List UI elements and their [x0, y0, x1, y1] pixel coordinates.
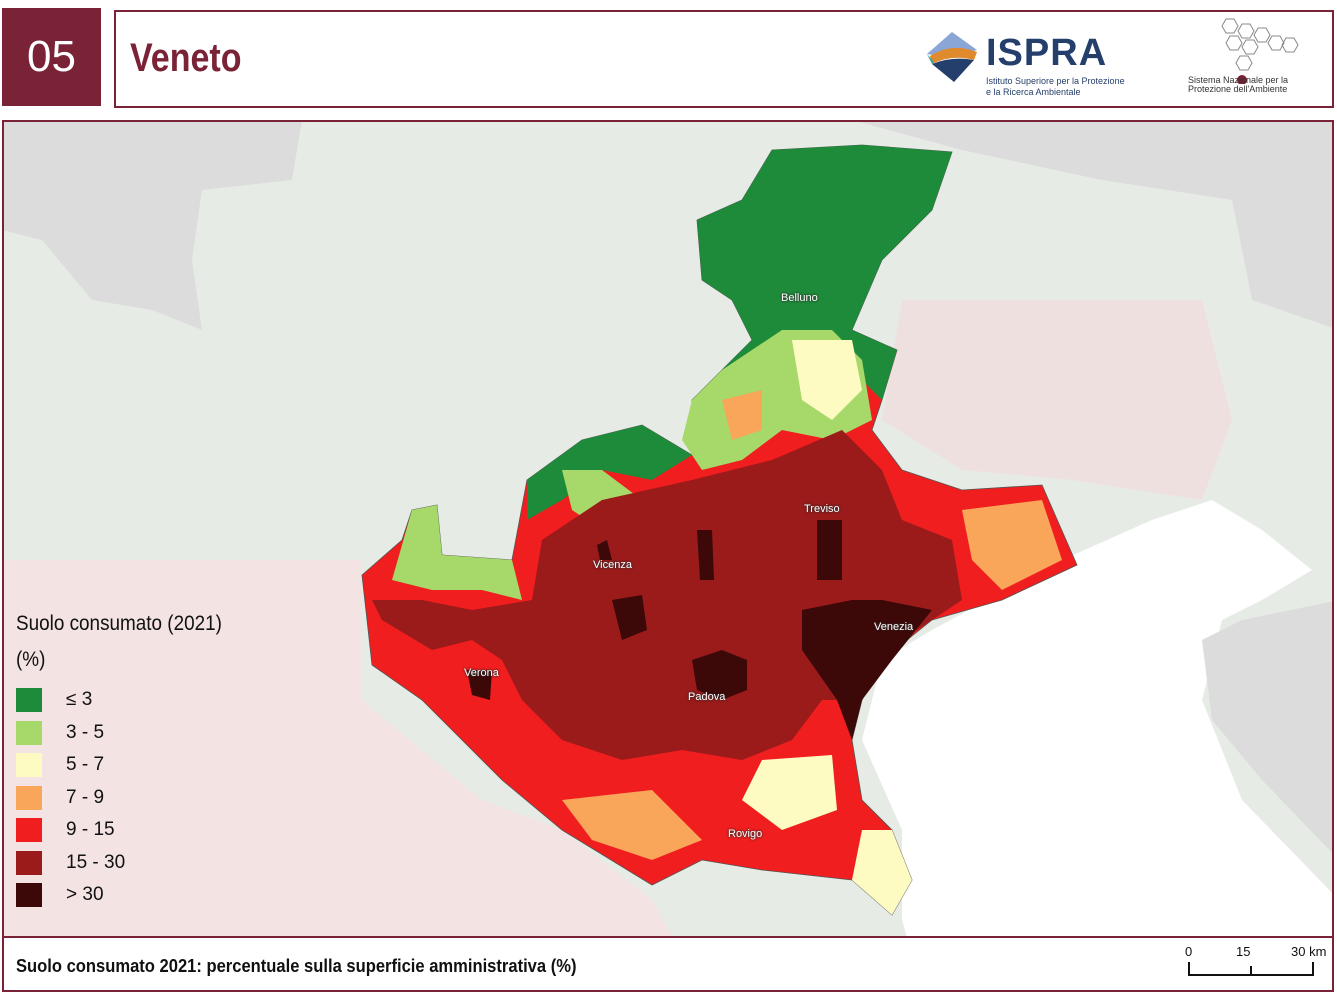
zone-15-30 — [372, 430, 962, 760]
adriatic-sea — [862, 500, 1332, 990]
legend-label: ≤ 3 — [66, 689, 93, 711]
legend-swatch — [16, 720, 42, 745]
legend: Suolo consumato (2021) (%) ≤ 3 3 - 5 5 -… — [16, 606, 245, 912]
header: Veneto ISPRA Istituto Superiore per la P… — [114, 10, 1334, 108]
legend-unit: (%) — [16, 648, 46, 671]
austria-area — [4, 122, 302, 330]
legend-item: 9 - 15 — [16, 814, 245, 847]
legend-title: Suolo consumato (2021) — [16, 612, 222, 635]
snpa-logo: Sistema Nazionale per la Protezione dell… — [1166, 14, 1326, 104]
ispra-subtitle: Istituto Superiore per la Protezione e l… — [986, 76, 1125, 97]
legend-item: 15 - 30 — [16, 847, 245, 880]
map-canvas[interactable] — [4, 122, 1332, 990]
zone-5-7 — [792, 340, 862, 420]
scale-bar-line — [1188, 962, 1314, 976]
scale-label-15: 15 — [1236, 944, 1251, 959]
istria-area — [1202, 601, 1332, 853]
legend-swatch — [16, 753, 42, 778]
legend-item: > 30 — [16, 879, 245, 912]
map-caption: Suolo consumato 2021: percentuale sulla … — [16, 956, 577, 976]
legend-label: 5 - 7 — [66, 754, 105, 776]
ispra-name: ISPRA — [986, 32, 1108, 74]
legend-label: > 30 — [66, 884, 104, 906]
legend-label: 7 - 9 — [66, 786, 105, 808]
ispra-emblem-icon — [927, 32, 977, 82]
legend-swatch — [16, 883, 42, 908]
city-label-vicenza: Vicenza — [593, 559, 632, 571]
legend-item: 5 - 7 — [16, 749, 245, 782]
legend-label: 9 - 15 — [66, 819, 115, 841]
map[interactable]: Belluno Treviso Vicenza Venezia Verona P… — [2, 120, 1334, 992]
city-label-verona: Verona — [464, 667, 499, 679]
page-title: Veneto — [130, 36, 242, 80]
austria-east-area — [859, 122, 1332, 328]
legend-swatch — [16, 688, 42, 713]
friuli-area — [882, 300, 1232, 500]
legend-item: ≤ 3 — [16, 684, 245, 717]
legend-item: 3 - 5 — [16, 717, 245, 750]
legend-swatch — [16, 785, 42, 810]
city-label-venezia: Venezia — [874, 621, 914, 633]
legend-label: 3 - 5 — [66, 721, 105, 743]
venezia-dark — [802, 600, 932, 740]
section-number: 05 — [2, 8, 101, 106]
ispra-logo: ISPRA Istituto Superiore per la Protezio… — [922, 24, 1125, 104]
snpa-text: Sistema Nazionale per la Protezione dell… — [1188, 75, 1289, 94]
city-label-padova: Padova — [688, 691, 726, 703]
scale-label-30: 30 km — [1291, 944, 1327, 959]
scale-label-0: 0 — [1185, 944, 1193, 959]
scale-bar: 0 15 30 km — [1176, 944, 1332, 984]
city-label-rovigo: Rovigo — [728, 828, 763, 840]
city-label-belluno: Belluno — [781, 292, 818, 304]
caption-bar: Suolo consumato 2021: percentuale sulla … — [4, 936, 1332, 990]
legend-label: 15 - 30 — [66, 851, 126, 873]
legend-item: 7 - 9 — [16, 782, 245, 815]
snpa-hexagon-icon — [1221, 18, 1299, 84]
legend-swatch — [16, 850, 42, 875]
lombardia-emilia-area — [4, 560, 702, 990]
legend-swatch — [16, 818, 42, 843]
zone-le3 — [527, 145, 952, 520]
city-label-treviso: Treviso — [804, 503, 840, 515]
